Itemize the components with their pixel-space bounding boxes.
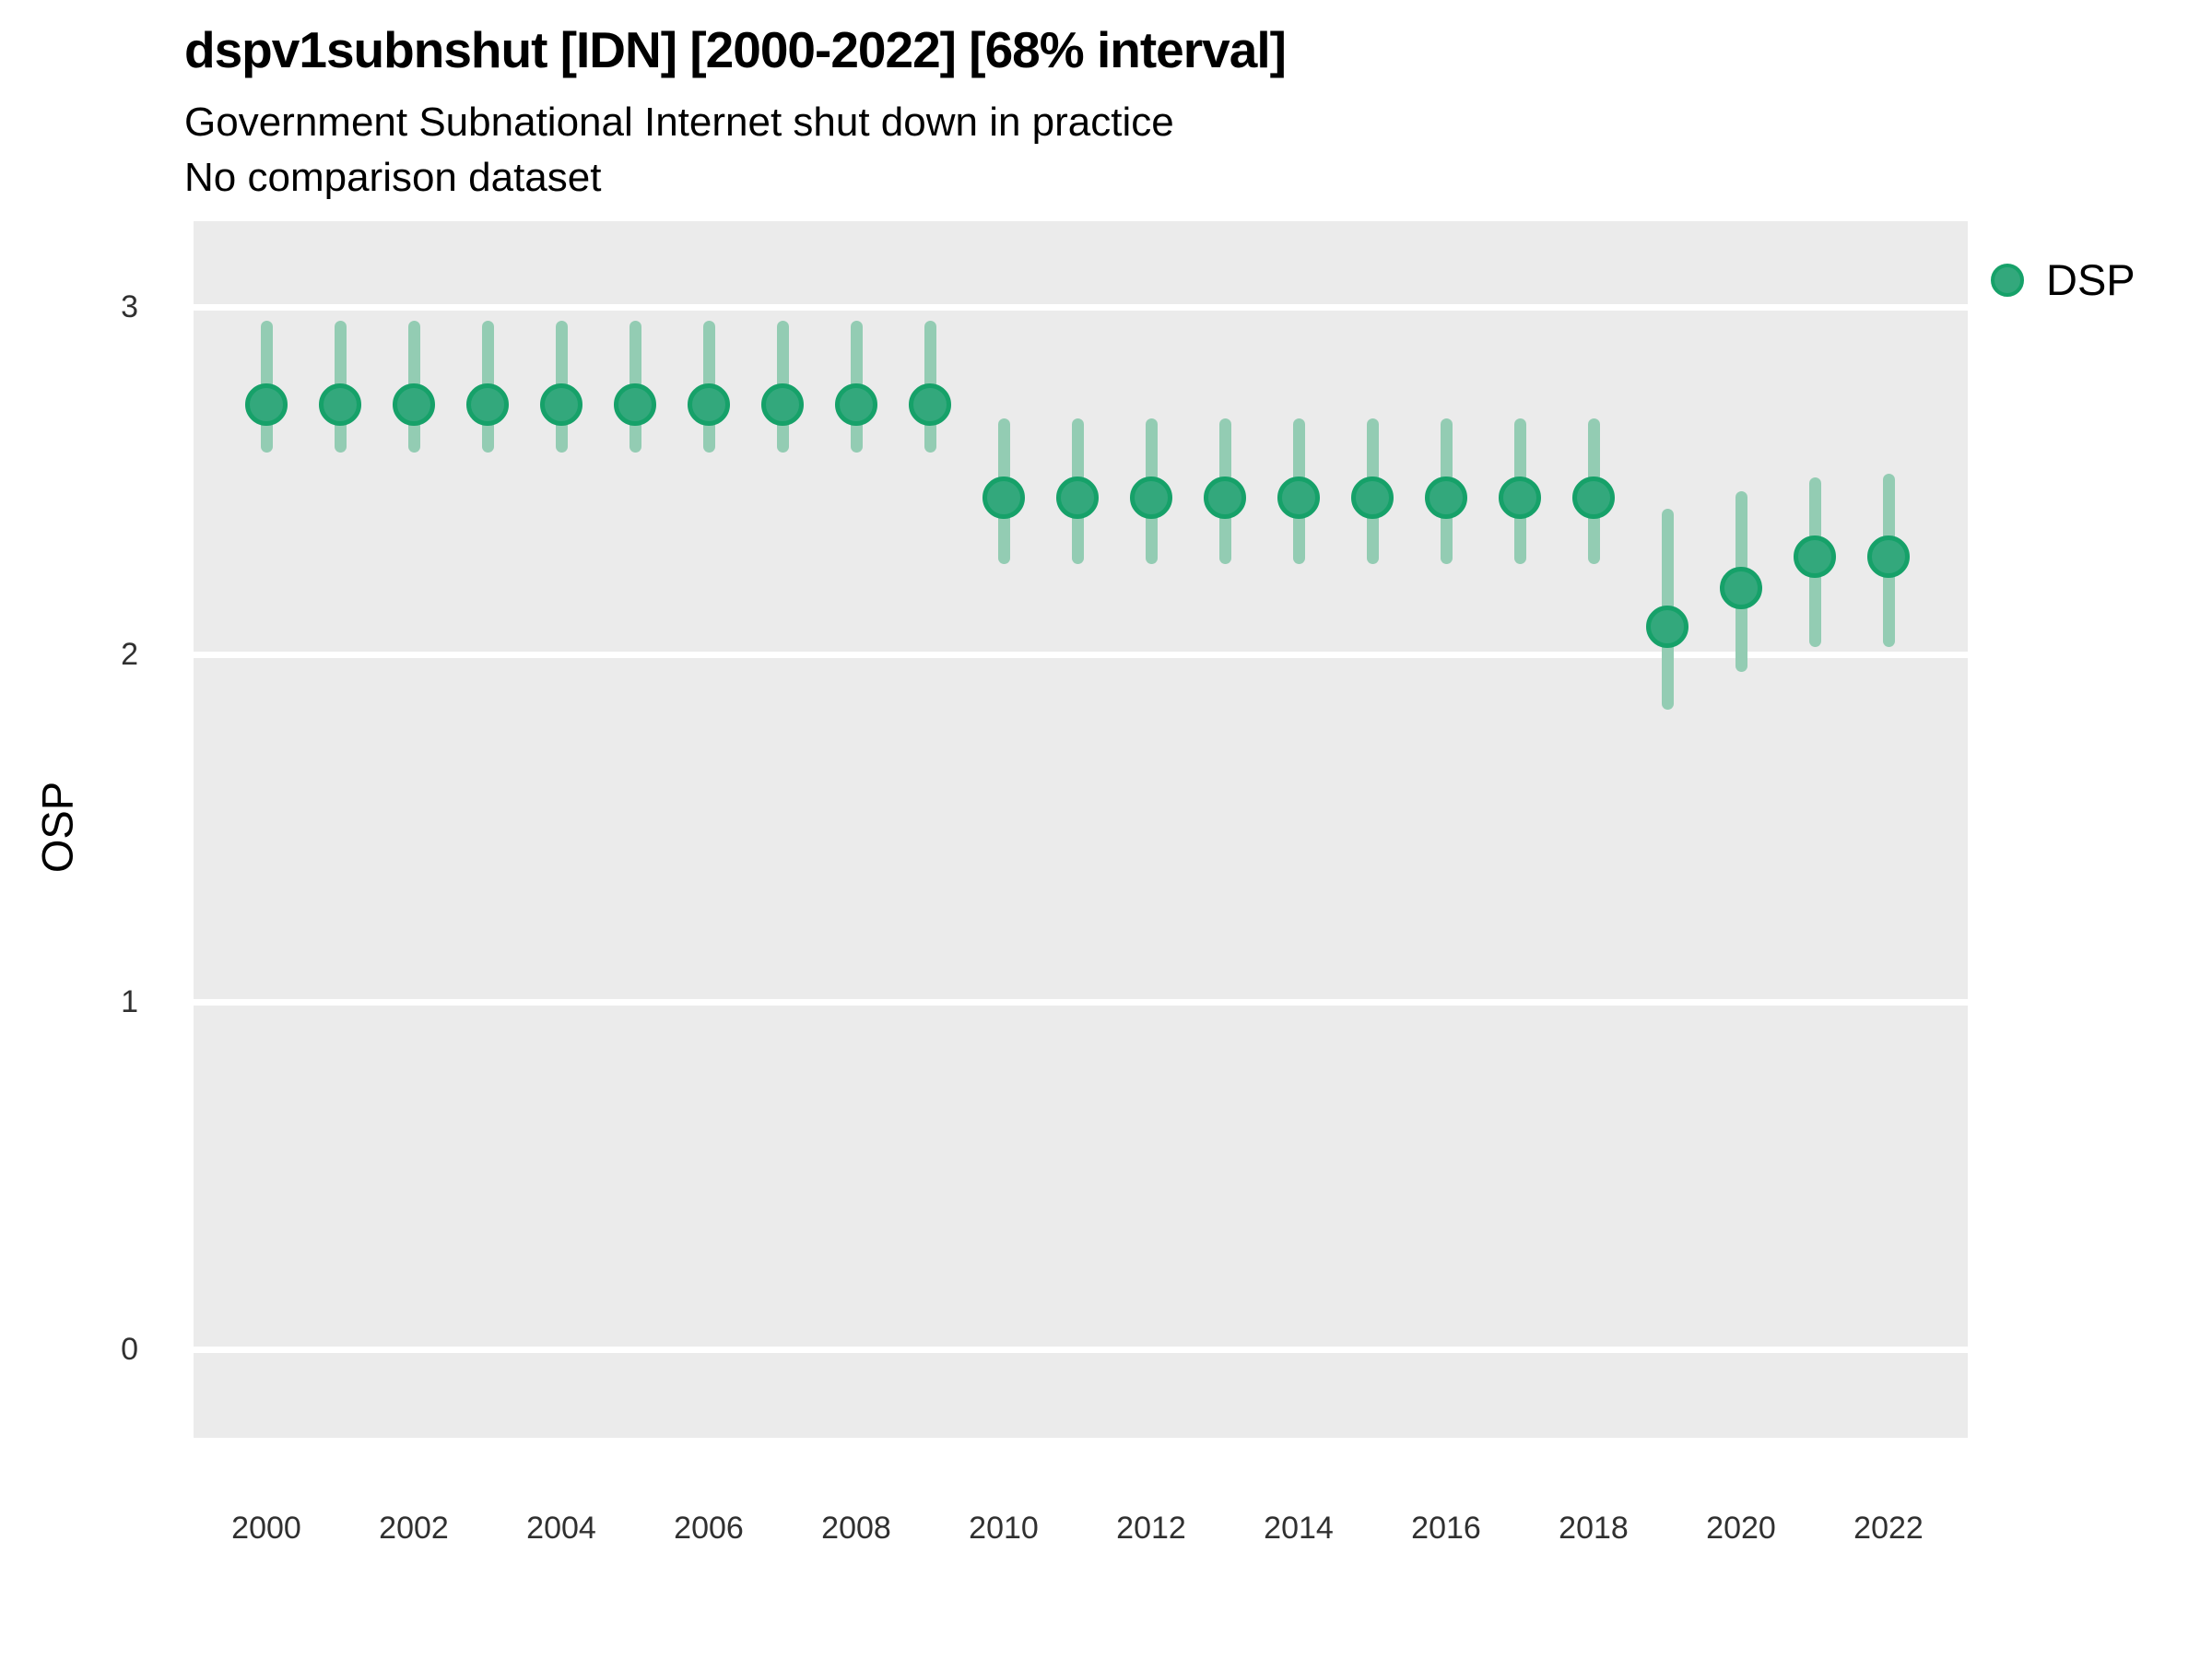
data-point-2022 xyxy=(1867,535,1910,579)
data-point-2018 xyxy=(1572,477,1615,520)
chart-subtitle: Government Subnational Internet shut dow… xyxy=(184,100,1174,145)
data-point-2012 xyxy=(1130,477,1172,520)
data-point-2005 xyxy=(614,382,656,426)
y-tick-label-1: 1 xyxy=(121,984,138,1019)
x-tick-label-2010: 2010 xyxy=(969,1511,1039,1546)
data-point-2015 xyxy=(1351,477,1394,520)
data-point-2004 xyxy=(540,382,582,426)
x-tick-label-2002: 2002 xyxy=(379,1511,449,1546)
y-tick-label-3: 3 xyxy=(121,289,138,324)
data-point-2020 xyxy=(1720,567,1762,610)
legend-point-icon xyxy=(1991,263,2024,297)
data-point-2003 xyxy=(466,382,509,426)
x-tick-label-2014: 2014 xyxy=(1264,1511,1334,1546)
data-point-2009 xyxy=(909,382,951,426)
x-tick-label-2016: 2016 xyxy=(1411,1511,1481,1546)
x-tick-label-2012: 2012 xyxy=(1116,1511,1186,1546)
data-point-2006 xyxy=(688,382,730,426)
x-tick-label-2022: 2022 xyxy=(1853,1511,1924,1546)
data-point-2007 xyxy=(761,382,804,426)
legend-label: DSP xyxy=(2046,255,2136,304)
data-point-2000 xyxy=(245,382,288,426)
data-point-2010 xyxy=(982,477,1025,520)
x-tick-label-2000: 2000 xyxy=(231,1511,301,1546)
x-tick-label-2020: 2020 xyxy=(1706,1511,1776,1546)
data-point-2013 xyxy=(1204,477,1246,520)
data-point-2011 xyxy=(1056,477,1099,520)
chart-comparison-note: No comparison dataset xyxy=(184,155,602,200)
plot-area xyxy=(194,221,1968,1438)
x-tick-label-2006: 2006 xyxy=(674,1511,744,1546)
data-point-2021 xyxy=(1794,535,1836,579)
data-point-2001 xyxy=(319,382,361,426)
data-point-2019 xyxy=(1646,605,1688,648)
data-point-2014 xyxy=(1277,477,1320,520)
y-tick-label-2: 2 xyxy=(121,637,138,672)
data-point-2008 xyxy=(835,382,877,426)
data-point-2016 xyxy=(1425,477,1467,520)
gridline-y-3 xyxy=(194,304,1968,311)
gridline-y-0 xyxy=(194,1347,1968,1353)
x-tick-label-2018: 2018 xyxy=(1559,1511,1629,1546)
gridline-y-1 xyxy=(194,999,1968,1006)
data-point-2017 xyxy=(1499,477,1541,520)
chart-title: dspv1subnshut [IDN] [2000-2022] [68% int… xyxy=(184,21,1287,78)
legend: DSP xyxy=(1991,254,2136,305)
y-axis-title: OSP xyxy=(32,781,82,874)
x-tick-label-2008: 2008 xyxy=(821,1511,891,1546)
gridline-y-2 xyxy=(194,652,1968,658)
x-tick-label-2004: 2004 xyxy=(526,1511,596,1546)
data-point-2002 xyxy=(393,382,435,426)
y-tick-label-0: 0 xyxy=(121,1332,138,1367)
